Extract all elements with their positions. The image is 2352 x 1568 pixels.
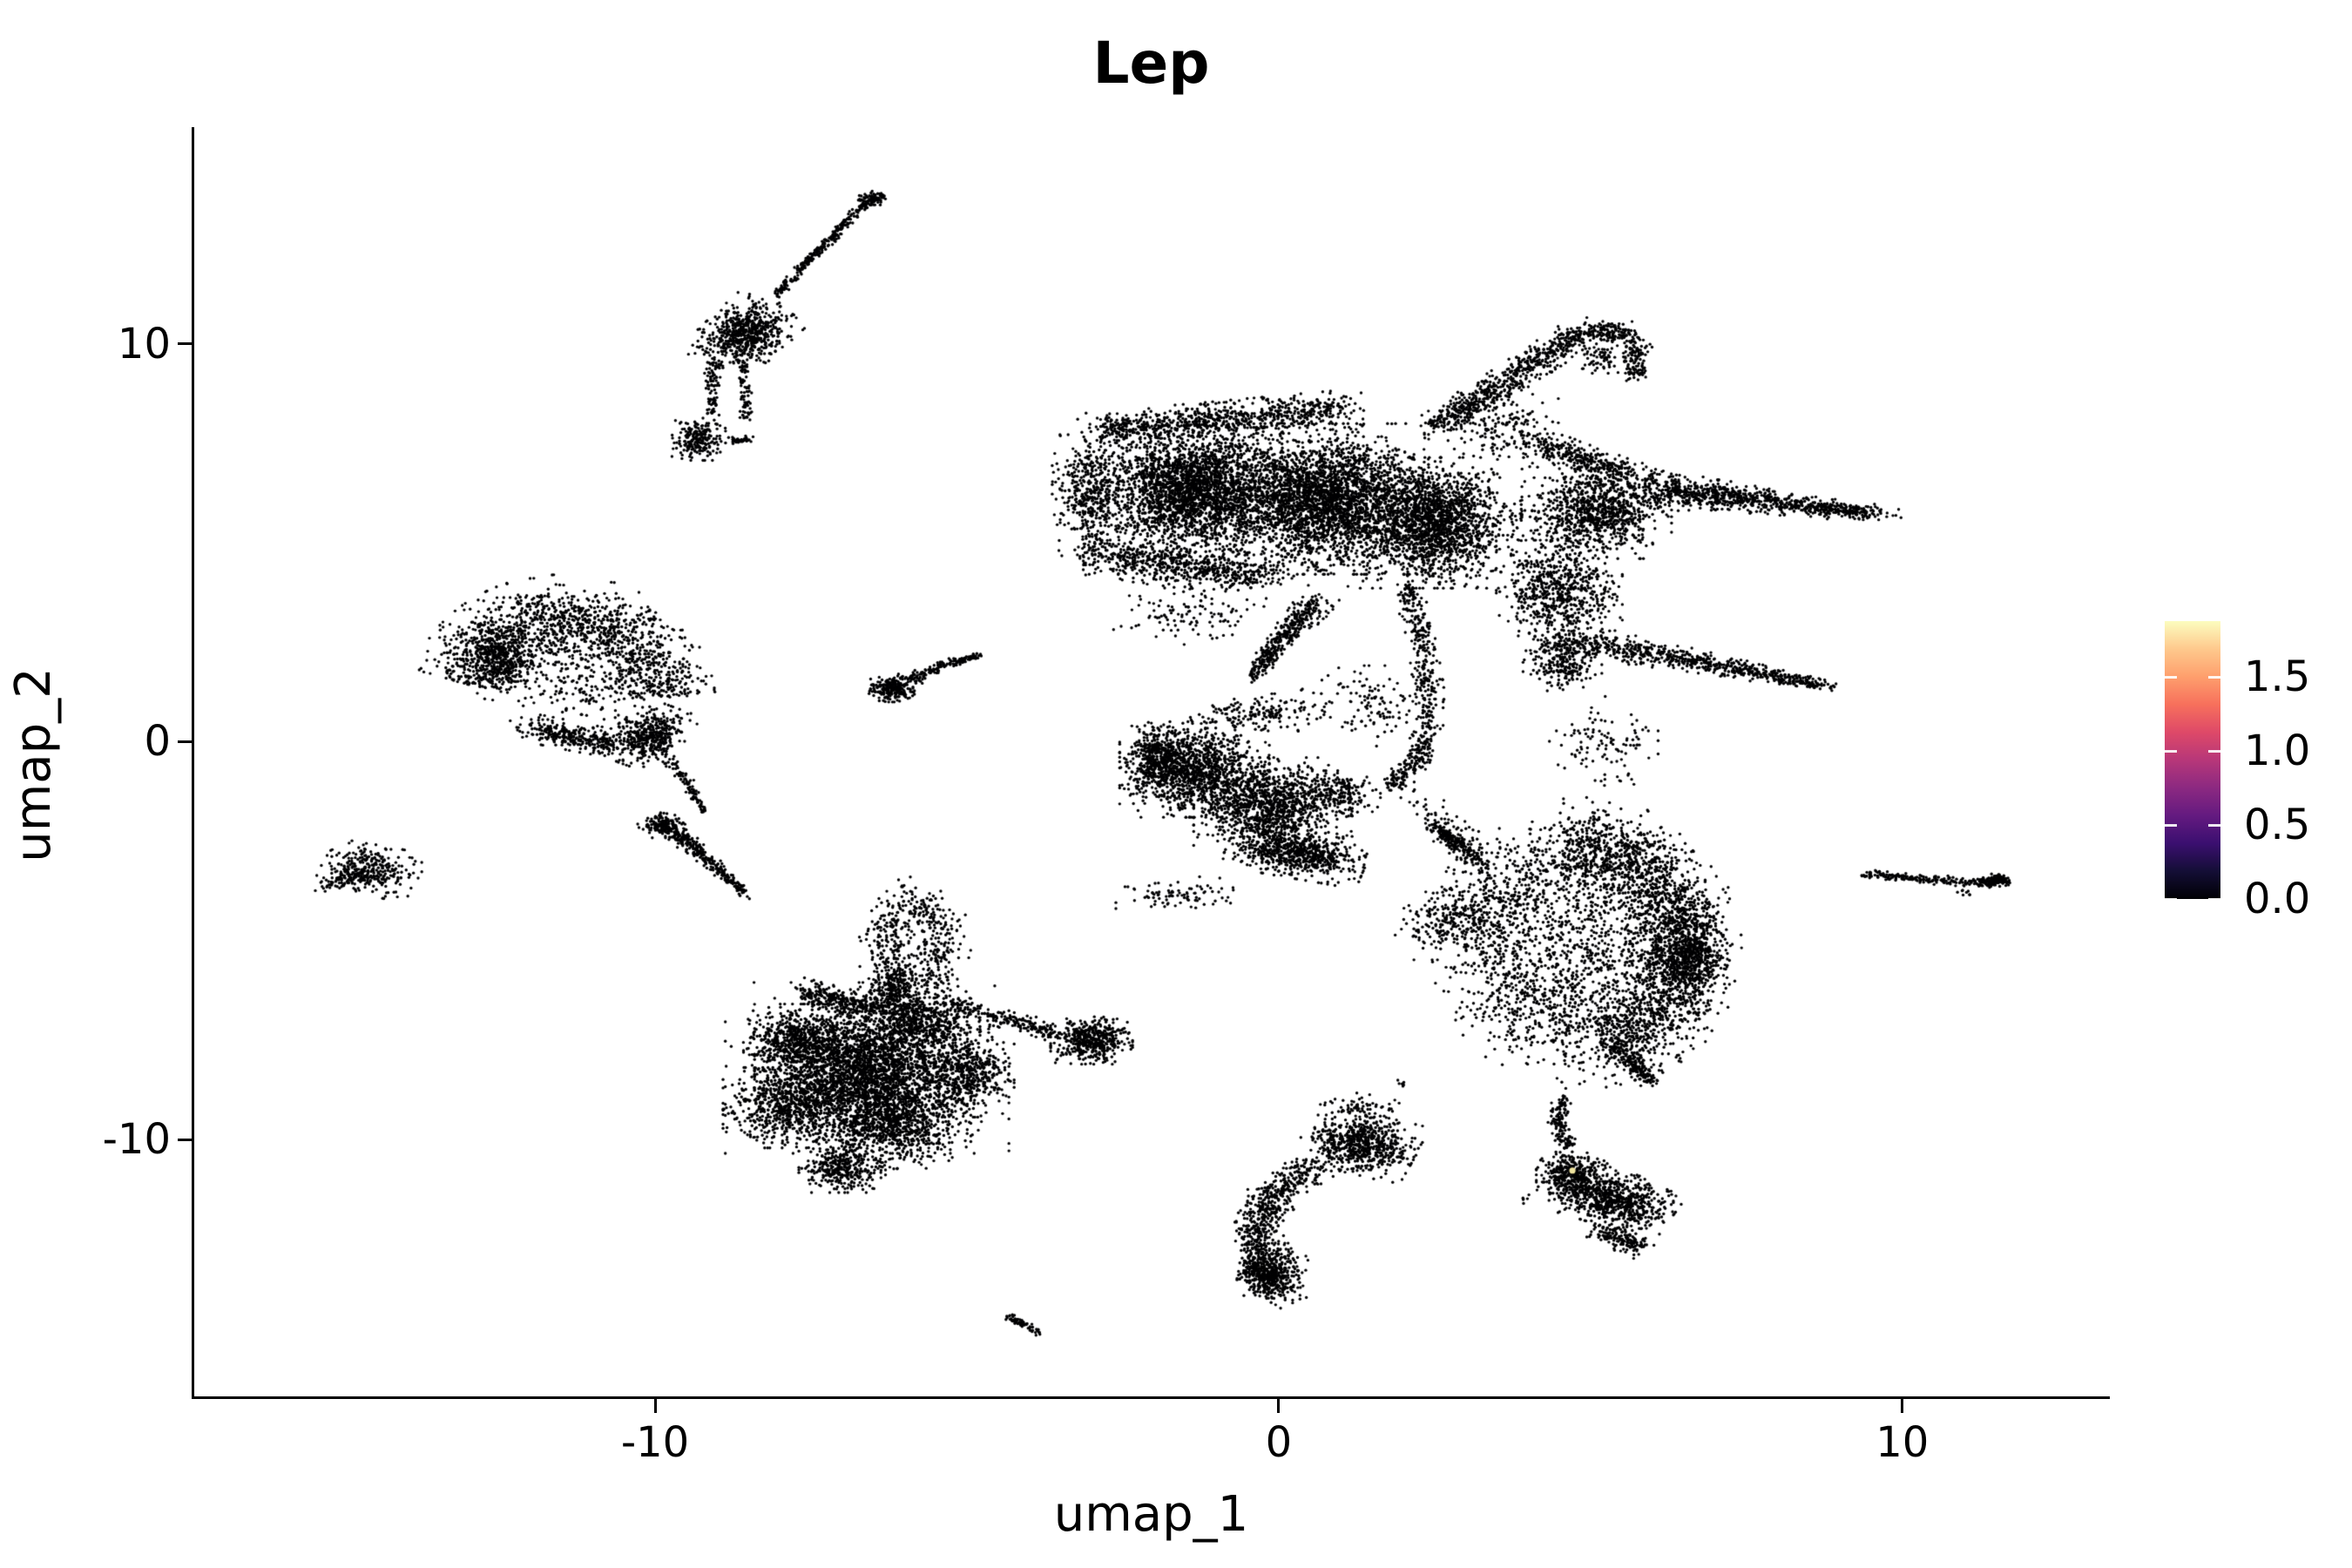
y-tick-label: -10 [102,1115,171,1165]
x-tick-mark [1277,1399,1281,1413]
expression-colorbar [2165,621,2220,899]
y-axis-line [192,127,194,1399]
colorbar-tick-label: 1.0 [2244,727,2311,776]
x-tick-mark [653,1399,657,1413]
y-tick-mark [178,1138,192,1141]
y-axis-title: umap_2 [5,667,62,862]
colorbar-tick-mark [2165,749,2177,753]
colorbar-tick-mark [2165,675,2177,679]
y-tick-mark [178,740,192,743]
umap-scatter-canvas [194,129,2108,1398]
x-tick-mark [1901,1399,1904,1413]
colorbar-tick-label: 1.5 [2244,652,2311,702]
y-tick-label: 10 [117,319,171,368]
x-axis-line [192,1396,2110,1399]
y-tick-label: 0 [144,717,171,767]
colorbar-tick-mark [2208,897,2220,901]
x-tick-label: -10 [620,1418,690,1467]
colorbar-tick-mark [2165,897,2177,901]
colorbar-tick-label: 0.0 [2244,875,2311,923]
colorbar-tick-mark [2208,749,2220,753]
colorbar-tick-mark [2165,823,2177,827]
x-axis-title: umap_1 [1053,1486,1249,1543]
colorbar-tick-mark [2208,823,2220,827]
colorbar-tick-label: 0.5 [2244,801,2311,850]
colorbar-tick-mark [2208,675,2220,679]
x-tick-label: 10 [1876,1418,1930,1467]
y-tick-mark [178,342,192,346]
x-tick-label: 0 [1265,1418,1293,1467]
chart-title: Lep [1092,30,1210,97]
